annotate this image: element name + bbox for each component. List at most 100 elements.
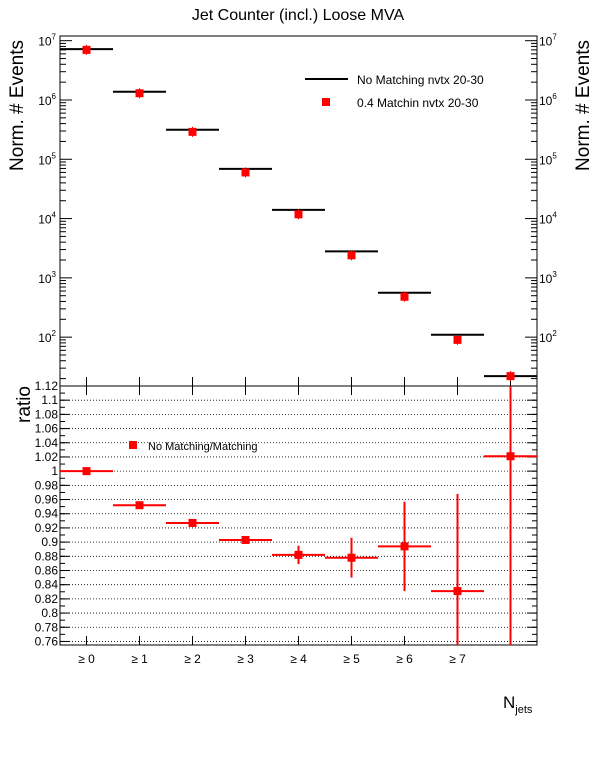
ratio-y-tick-label: 0.98 xyxy=(35,478,59,492)
tick-exponent: 3 xyxy=(552,270,557,279)
ratio-y-tick-label: 0.8 xyxy=(41,606,58,620)
marker-matching xyxy=(453,335,462,344)
ratio-y-tick-label: 1.1 xyxy=(41,393,58,407)
marker-matching xyxy=(347,251,356,260)
tick-base: 10 xyxy=(539,35,553,49)
upper-y-tick-label-right: 107 xyxy=(539,33,557,49)
tick-exponent: 7 xyxy=(52,33,57,42)
marker-matching xyxy=(400,292,409,301)
upper-y-tick-label-left: 107 xyxy=(38,33,56,49)
tick-base: 10 xyxy=(38,35,52,49)
x-axis-title-main: N xyxy=(503,693,515,712)
tick-exponent: 3 xyxy=(52,270,57,279)
upper-y-tick-label-right: 103 xyxy=(539,270,557,286)
chart-title: Jet Counter (incl.) Loose MVA xyxy=(192,7,405,24)
x-axis-title: Njets xyxy=(503,693,533,716)
ratio-point xyxy=(188,518,197,527)
legend-label-ratio: No Matching/Matching xyxy=(148,441,257,453)
tick-base: 10 xyxy=(38,272,52,286)
ratio-point xyxy=(347,553,356,562)
marker-matching xyxy=(188,127,197,136)
ratio-x-tick-label: ≥ 7 xyxy=(449,652,466,666)
upper-y-tick-label-right: 102 xyxy=(539,329,557,345)
upper-legend: No Matching nvtx 20-30 0.4 Matchin nvtx … xyxy=(305,73,484,110)
tick-exponent: 4 xyxy=(52,211,57,220)
lower-ylabel: ratio xyxy=(14,386,35,423)
ratio-y-tick-label: 0.92 xyxy=(35,521,59,535)
ratio-point xyxy=(506,452,515,461)
tick-base: 10 xyxy=(38,331,52,345)
upper-y-tick-label-left: 104 xyxy=(38,211,56,227)
ratio-point xyxy=(294,550,303,559)
upper-y-tick-label-left: 106 xyxy=(38,92,56,108)
tick-base: 10 xyxy=(539,213,553,227)
tick-base: 10 xyxy=(539,153,553,167)
ratio-x-tick-label: ≥ 3 xyxy=(237,652,254,666)
upper-y-tick-label-left: 105 xyxy=(38,151,56,167)
tick-base: 10 xyxy=(38,213,52,227)
tick-base: 10 xyxy=(539,272,553,286)
lower-grid xyxy=(60,385,537,642)
legend-label-matching: 0.4 Matchin nvtx 20-30 xyxy=(357,96,479,110)
ratio-x-tick-label: ≥ 6 xyxy=(396,652,413,666)
ratio-x-tick-label: ≥ 5 xyxy=(343,652,360,666)
ratio-y-tick-label: 1.04 xyxy=(35,436,59,450)
upper-y-tick-label-right: 106 xyxy=(539,92,557,108)
ratio-x-tick-label: ≥ 2 xyxy=(184,652,201,666)
upper-y-tick-label-left: 102 xyxy=(38,329,56,345)
tick-base: 10 xyxy=(539,94,553,108)
upper-ylabel-left: Norm. # Events xyxy=(7,40,28,171)
ratio-point xyxy=(400,542,409,551)
tick-base: 10 xyxy=(38,94,52,108)
marker-matching xyxy=(294,210,303,219)
upper-series xyxy=(60,44,537,382)
legend-marker-ratio xyxy=(129,441,137,449)
upper-y-tick-label-left: 103 xyxy=(38,270,56,286)
ratio-point xyxy=(82,467,91,476)
tick-base: 10 xyxy=(539,331,553,345)
upper-y-tick-label-right: 104 xyxy=(539,211,557,227)
ratio-point xyxy=(453,587,462,596)
ratio-point xyxy=(135,501,144,510)
tick-base: 10 xyxy=(38,153,52,167)
tick-exponent: 5 xyxy=(552,151,557,160)
ratio-x-tick-label: ≥ 1 xyxy=(131,652,148,666)
marker-matching xyxy=(506,372,515,381)
tick-exponent: 4 xyxy=(552,211,557,220)
marker-matching xyxy=(241,168,250,177)
ratio-y-tick-label: 0.94 xyxy=(35,507,59,521)
ratio-y-tick-label: 0.84 xyxy=(35,578,59,592)
ratio-y-tick-label: 0.88 xyxy=(35,549,59,563)
tick-exponent: 5 xyxy=(52,151,57,160)
legend-marker-matching xyxy=(322,98,330,106)
lower-legend: No Matching/Matching xyxy=(129,441,257,453)
marker-matching xyxy=(135,89,144,98)
ratio-y-tick-label: 1 xyxy=(51,464,58,478)
lower-axes: 0.760.780.80.820.840.860.880.90.920.940.… xyxy=(35,379,537,666)
tick-exponent: 6 xyxy=(552,92,557,101)
x-axis-title-sub: jets xyxy=(514,704,533,716)
tick-exponent: 2 xyxy=(552,329,557,338)
ratio-y-tick-label: 0.82 xyxy=(35,592,59,606)
tick-exponent: 2 xyxy=(52,329,57,338)
legend-label-no-matching: No Matching nvtx 20-30 xyxy=(357,73,484,87)
ratio-y-tick-label: 0.86 xyxy=(35,563,59,577)
ratio-y-tick-label: 1.02 xyxy=(35,450,59,464)
upper-ylabel-right: Norm. # Events xyxy=(573,40,594,171)
ratio-x-tick-label: ≥ 0 xyxy=(78,652,95,666)
lower-frame xyxy=(59,385,538,646)
lower-pad: 0.760.780.80.820.840.860.880.90.920.940.… xyxy=(14,379,538,716)
ratio-point xyxy=(241,535,250,544)
marker-matching xyxy=(82,45,91,54)
ratio-y-tick-label: 0.96 xyxy=(35,493,59,507)
ratio-y-tick-label: 1.06 xyxy=(35,422,59,436)
upper-y-tick-label-right: 105 xyxy=(539,151,557,167)
ratio-y-tick-label: 1.12 xyxy=(35,379,59,393)
ratio-y-tick-label: 0.78 xyxy=(35,620,59,634)
ratio-x-tick-label: ≥ 4 xyxy=(290,652,307,666)
ratio-y-tick-label: 1.08 xyxy=(35,407,59,421)
ratio-y-tick-label: 0.9 xyxy=(41,535,58,549)
